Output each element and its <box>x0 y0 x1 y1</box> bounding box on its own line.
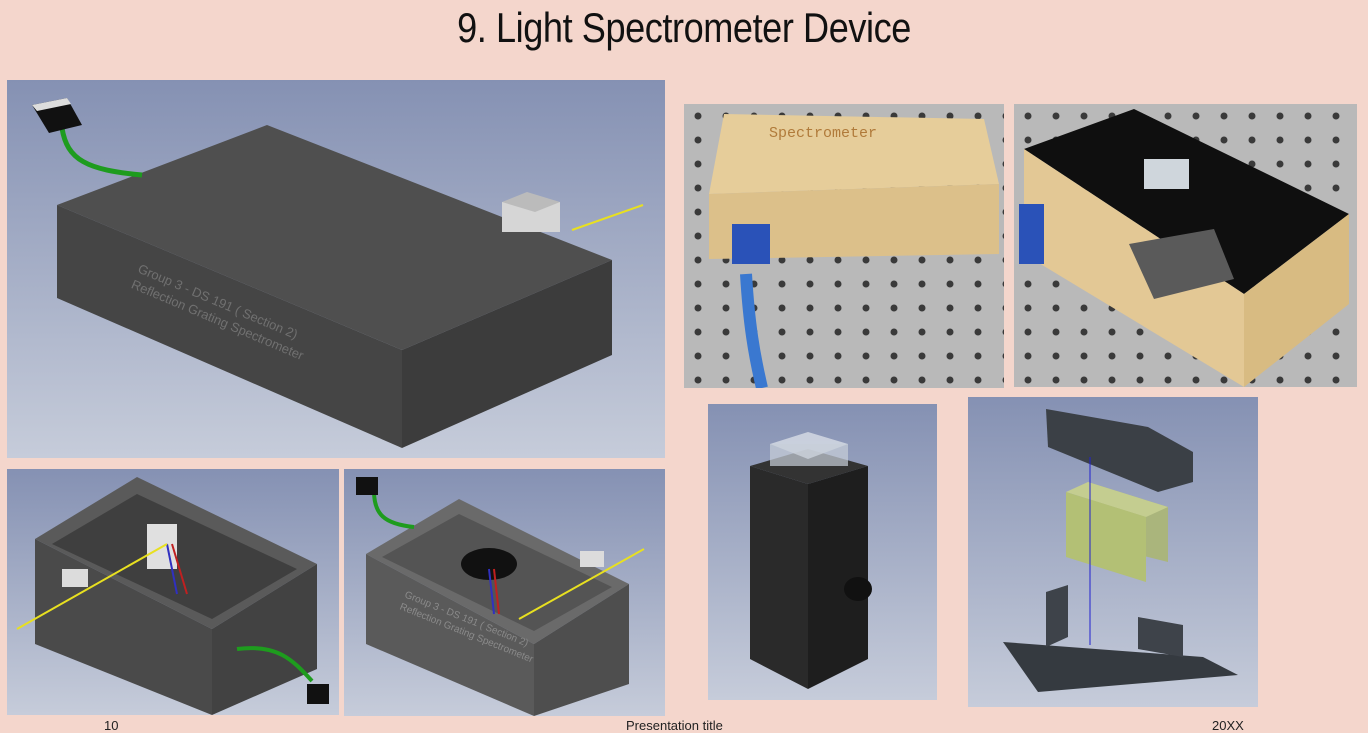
cuvette-holder-icon <box>732 224 770 264</box>
photo-closed-box-image: Spectrometer <box>684 104 1004 388</box>
slide-title: 9. Light Spectrometer Device <box>457 4 911 51</box>
top-clamp <box>1046 409 1193 492</box>
base-plate <box>1003 642 1238 692</box>
light-beam <box>571 204 644 231</box>
grating-mount-icon <box>1144 159 1189 189</box>
fiber-cable <box>740 273 768 388</box>
footer-presentation-title: Presentation title <box>626 718 723 733</box>
footer-date: 20XX <box>1212 718 1244 733</box>
box-lid <box>709 114 999 194</box>
main-render-image: Group 3 - DS 191 ( Section 2) Reflection… <box>7 80 665 458</box>
fiber-cable <box>59 127 143 178</box>
box-interior <box>1024 109 1349 294</box>
connector-icon <box>356 477 378 495</box>
box-front-face <box>57 205 402 448</box>
interior-render-left-image <box>7 469 339 715</box>
grating-block <box>1066 482 1168 517</box>
grating-icon <box>461 548 517 580</box>
box-top-face <box>57 125 612 350</box>
photo-open-box-image <box>1014 104 1357 387</box>
lens-port-icon <box>844 577 872 601</box>
cuvette-holder-icon <box>1019 204 1044 264</box>
footer-page-number: 10 <box>104 718 119 733</box>
grating-mount-render-image <box>968 397 1258 707</box>
box-side-face <box>402 260 612 448</box>
interior-render-right-image: Group 3 - DS 191 ( Section 2) Reflection… <box>344 469 665 716</box>
box-engraving: Spectrometer <box>769 125 877 142</box>
cuvette-holder-render-image <box>708 404 937 700</box>
light-beam <box>16 543 168 630</box>
connector-icon <box>307 684 329 704</box>
